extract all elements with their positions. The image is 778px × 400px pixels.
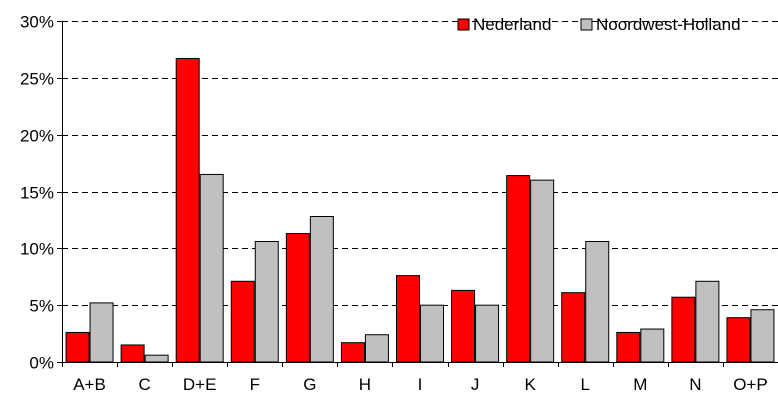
x-tick-label: L xyxy=(580,375,589,394)
bar-noordwest-holland-c xyxy=(144,354,169,363)
legend-label-noordwest-holland: Noordwest-Holland xyxy=(596,15,741,34)
bar-nederland-j xyxy=(451,289,476,363)
bar-noordwest-holland-d-e xyxy=(199,173,224,363)
bar-nederland-a-b xyxy=(65,331,90,363)
x-tick-label: O+P xyxy=(733,375,768,394)
x-tick-label: I xyxy=(418,375,423,394)
x-tick-label: D+E xyxy=(183,375,217,394)
y-tick-label: 15% xyxy=(20,184,54,203)
bar-noordwest-holland-m xyxy=(640,328,665,363)
bars xyxy=(65,58,775,363)
x-tick-label: N xyxy=(689,375,701,394)
bar-nederland-c xyxy=(120,344,145,363)
bar-noordwest-holland-o-p xyxy=(750,309,775,363)
bar-noordwest-holland-i xyxy=(420,304,444,363)
bar-nederland-g xyxy=(285,233,310,363)
bar-nederland-m xyxy=(616,331,641,363)
x-tick-label: G xyxy=(303,375,316,394)
bar-noordwest-holland-j xyxy=(475,304,500,363)
y-tick-label: 10% xyxy=(20,240,54,259)
bar-noordwest-holland-g xyxy=(309,216,334,363)
bar-nederland-i xyxy=(396,275,420,363)
grid-lines xyxy=(62,21,778,306)
y-tick-label: 20% xyxy=(20,127,54,146)
x-tick-label: J xyxy=(471,375,480,394)
y-tick-label: 30% xyxy=(20,13,54,32)
bar-noordwest-holland-l xyxy=(585,241,610,363)
x-tick-label: F xyxy=(250,375,260,394)
bar-noordwest-holland-f xyxy=(254,241,279,363)
x-tick-label: M xyxy=(633,375,647,394)
y-tick-labels: 0% 5% 10% 15% 20% 25% 30% xyxy=(20,13,62,373)
legend-swatch-nederland xyxy=(457,18,470,31)
bar-noordwest-holland-a-b xyxy=(89,302,114,363)
legend: Nederland Noordwest-Holland xyxy=(457,15,741,34)
bar-nederland-o-p xyxy=(726,317,751,363)
bar-nederland-f xyxy=(230,280,255,363)
bar-noordwest-holland-h xyxy=(364,334,389,363)
bar-nederland-n xyxy=(671,296,696,363)
legend-swatch-noordwest-holland xyxy=(580,18,593,31)
bar-noordwest-holland-k xyxy=(530,179,555,363)
axes xyxy=(62,21,778,363)
bar-nederland-d-e xyxy=(175,58,200,363)
y-tick-label: 5% xyxy=(29,297,54,316)
x-tick-label: A+B xyxy=(73,375,106,394)
bar-noordwest-holland-n xyxy=(695,280,720,363)
y-tick-label: 25% xyxy=(20,70,54,89)
y-tick-label: 0% xyxy=(29,354,54,373)
x-tick-label: H xyxy=(359,375,371,394)
bar-nederland-l xyxy=(561,292,586,363)
bar-nederland-h xyxy=(340,342,365,363)
x-tick-label: C xyxy=(138,375,150,394)
bar-nederland-k xyxy=(506,175,531,363)
x-tick-labels: A+B C D+E F G H I J K L M N O+P xyxy=(62,362,768,394)
legend-label-nederland: Nederland xyxy=(473,15,551,34)
x-tick-label: K xyxy=(524,375,536,394)
